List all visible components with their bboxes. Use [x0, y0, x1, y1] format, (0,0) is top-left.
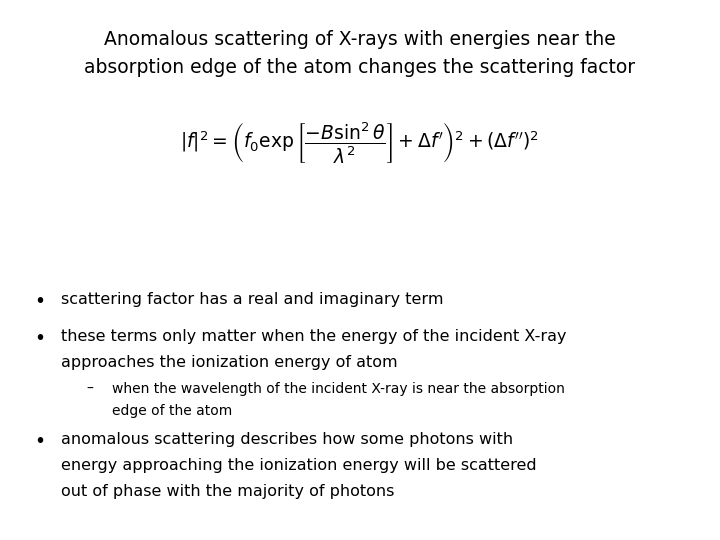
Text: Anomalous scattering of X-rays with energies near the: Anomalous scattering of X-rays with ener…	[104, 30, 616, 49]
Text: •: •	[35, 292, 45, 310]
Text: out of phase with the majority of photons: out of phase with the majority of photon…	[61, 484, 395, 499]
Text: edge of the atom: edge of the atom	[112, 404, 232, 418]
Text: anomalous scattering describes how some photons with: anomalous scattering describes how some …	[61, 432, 513, 447]
Text: •: •	[35, 329, 45, 348]
Text: •: •	[35, 432, 45, 451]
Text: scattering factor has a real and imaginary term: scattering factor has a real and imagina…	[61, 292, 444, 307]
Text: approaches the ionization energy of atom: approaches the ionization energy of atom	[61, 355, 398, 370]
Text: these terms only matter when the energy of the incident X-ray: these terms only matter when the energy …	[61, 329, 567, 345]
Text: –: –	[86, 382, 94, 396]
Text: energy approaching the ionization energy will be scattered: energy approaching the ionization energy…	[61, 458, 537, 473]
Text: $|f|^2 = \left( f_0 \exp\left[\dfrac{-B\sin^2\theta}{\lambda^2}\right] + \Delta : $|f|^2 = \left( f_0 \exp\left[\dfrac{-B\…	[181, 120, 539, 165]
Text: absorption edge of the atom changes the scattering factor: absorption edge of the atom changes the …	[84, 58, 636, 77]
Text: when the wavelength of the incident X-ray is near the absorption: when the wavelength of the incident X-ra…	[112, 382, 564, 396]
